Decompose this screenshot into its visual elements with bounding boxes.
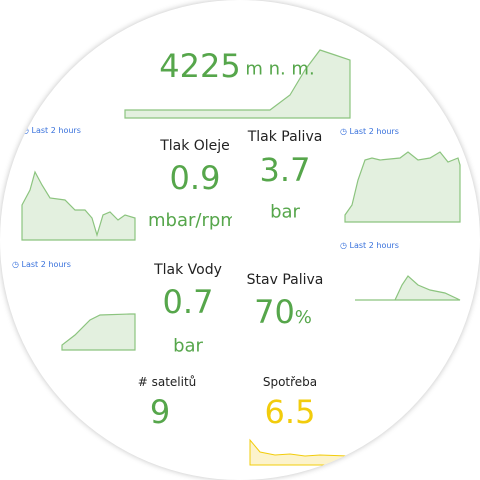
altitude-unit: m n. m. xyxy=(245,58,315,80)
panel-unit: % xyxy=(294,307,312,328)
panel-value: 6.5 xyxy=(264,393,316,431)
time-range: ◷ Last 2 hours xyxy=(340,127,399,136)
panel-value: 9 xyxy=(149,393,171,431)
time-range: ◷ Last 2 hours xyxy=(22,126,81,135)
consumption-sparkline xyxy=(249,438,349,466)
water-sparkline xyxy=(61,313,136,351)
time-range: ◷ Last 2 hours xyxy=(12,260,71,269)
panel-value: 0.7 xyxy=(162,283,214,321)
altitude-sparkline xyxy=(124,49,351,119)
fuel-pressure-sparkline xyxy=(344,151,461,223)
panel-unit-clip: mbar/rpm xyxy=(148,210,232,231)
panel-value: 0.9 xyxy=(169,159,221,197)
panel-title: Tlak Paliva xyxy=(247,129,323,145)
panel-title: Tlak Oleje xyxy=(160,138,230,154)
panel-unit: bar xyxy=(173,335,203,357)
panel-value: 3.7 xyxy=(259,151,311,189)
panel-title: # satelitů xyxy=(137,375,197,389)
oil-sparkline xyxy=(21,170,136,241)
panel-value: 70 xyxy=(254,293,295,331)
panel-value-group: 70% xyxy=(254,293,312,331)
fuel-level-sparkline xyxy=(355,275,461,301)
panel-title: Stav Paliva xyxy=(246,272,324,288)
altitude-value: 4225 xyxy=(159,47,241,85)
panel-unit: mbar/rpm xyxy=(148,210,232,231)
time-range: ◷ Last 2 hours xyxy=(340,241,399,250)
panel-title: Tlak Vody xyxy=(154,262,222,278)
panel-unit: bar xyxy=(270,201,300,223)
panel-title: Spotřeba xyxy=(262,375,318,389)
